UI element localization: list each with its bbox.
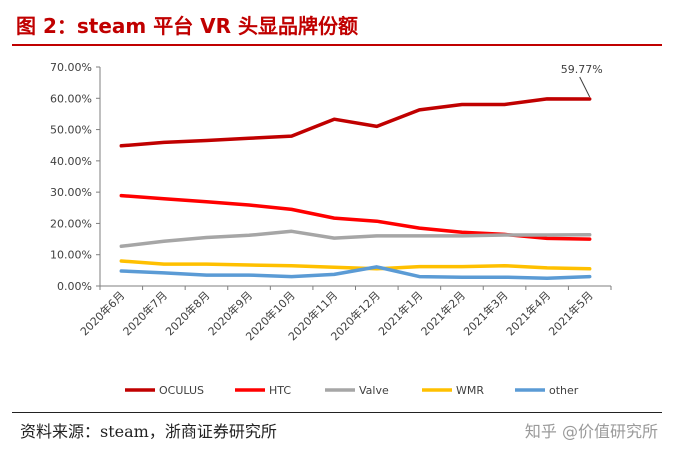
data-point-wmr bbox=[120, 259, 123, 263]
x-axis: 2020年6月2020年7月2020年8月2020年9月2020年10月2020… bbox=[77, 285, 612, 343]
data-point-valve bbox=[205, 236, 208, 239]
data-point-wmr bbox=[247, 263, 251, 267]
data-point-valve bbox=[162, 240, 166, 243]
data-point-wmr bbox=[333, 266, 336, 269]
data-point-other bbox=[120, 269, 123, 273]
data-point-oculus bbox=[290, 134, 293, 138]
series-line-wmr bbox=[119, 259, 592, 271]
data-point-htc bbox=[545, 237, 549, 240]
data-point-other bbox=[205, 273, 208, 277]
data-point-other bbox=[545, 276, 549, 280]
series-line-htc bbox=[119, 193, 592, 241]
legend: OCULUS HTC Valve WMR other bbox=[125, 384, 579, 397]
data-point-other bbox=[588, 275, 591, 278]
data-point-wmr bbox=[290, 264, 293, 267]
data-point-other bbox=[333, 273, 336, 276]
data-point-wmr bbox=[503, 264, 506, 267]
data-point-valve bbox=[588, 233, 591, 236]
series-line-valve bbox=[119, 229, 592, 249]
data-point-other bbox=[290, 275, 293, 278]
data-point-valve bbox=[247, 234, 251, 237]
y-tick-label: 10.00% bbox=[50, 249, 92, 262]
data-point-wmr bbox=[205, 262, 208, 266]
data-point-htc bbox=[290, 208, 293, 211]
data-point-valve bbox=[333, 236, 336, 240]
data-point-valve bbox=[545, 233, 549, 237]
data-point-htc bbox=[205, 200, 208, 204]
y-tick-label: 0.00% bbox=[57, 280, 92, 293]
data-point-oculus bbox=[418, 108, 421, 112]
x-tick-label: 2021年1月 bbox=[375, 288, 425, 338]
data-point-htc bbox=[375, 220, 378, 223]
data-point-other bbox=[375, 265, 378, 269]
data-point-wmr bbox=[460, 265, 464, 268]
legend-label-oculus: OCULUS bbox=[159, 384, 204, 397]
data-point-htc bbox=[333, 216, 336, 220]
data-point-other bbox=[418, 275, 421, 278]
x-tick-label: 2020年8月 bbox=[162, 288, 212, 338]
legend-label-valve: Valve bbox=[359, 384, 389, 397]
x-tick-label: 2020年6月 bbox=[77, 288, 127, 338]
data-point-htc bbox=[247, 203, 251, 207]
data-point-other bbox=[503, 276, 506, 279]
line-chart: 0.00% 10.00% 20.00% 30.00% 40.00% 50.00% 60.00… bbox=[50, 61, 612, 397]
data-point-valve bbox=[503, 233, 506, 237]
y-tick-label: 50.00% bbox=[50, 124, 92, 137]
data-point-oculus bbox=[120, 144, 123, 148]
data-point-other bbox=[460, 276, 464, 279]
data-point-valve bbox=[460, 234, 464, 238]
data-point-valve bbox=[120, 245, 123, 248]
legend-label-other: other bbox=[549, 384, 579, 397]
y-tick-label: 70.00% bbox=[50, 61, 92, 74]
x-tick-label: 2021年5月 bbox=[546, 288, 596, 338]
title-underline bbox=[12, 44, 662, 46]
y-tick-label: 40.00% bbox=[50, 155, 92, 168]
annotation-layer: 59.77% bbox=[561, 63, 603, 98]
data-point-oculus bbox=[333, 118, 336, 121]
annotation-leader-line bbox=[579, 76, 591, 98]
data-point-oculus bbox=[545, 97, 549, 101]
watermark-text: 知乎 @价值研究所 bbox=[524, 422, 658, 441]
data-point-wmr bbox=[545, 266, 549, 270]
data-point-oculus bbox=[460, 103, 464, 106]
source-note: 资料来源：steam，浙商证券研究所 bbox=[20, 422, 277, 441]
data-point-oculus bbox=[375, 125, 378, 128]
data-point-oculus bbox=[205, 139, 208, 142]
data-point-wmr bbox=[162, 262, 166, 266]
series-line-other bbox=[119, 265, 592, 280]
data-point-oculus bbox=[503, 103, 506, 106]
y-tick-label: 60.00% bbox=[50, 92, 92, 105]
x-tick-label: 2021年4月 bbox=[503, 288, 553, 338]
series-line-oculus bbox=[119, 97, 592, 148]
data-point-oculus bbox=[588, 97, 591, 101]
data-point-valve bbox=[418, 234, 421, 238]
data-point-htc bbox=[120, 194, 123, 197]
x-tick-label: 2021年2月 bbox=[418, 288, 468, 338]
y-tick-label: 30.00% bbox=[50, 186, 92, 199]
data-point-wmr bbox=[418, 265, 421, 268]
series-layer bbox=[119, 97, 592, 280]
data-point-valve bbox=[290, 230, 293, 233]
data-point-other bbox=[247, 273, 251, 277]
footer-divider bbox=[12, 412, 662, 413]
data-point-other bbox=[162, 271, 166, 275]
x-tick-label: 2020年7月 bbox=[120, 288, 170, 338]
data-point-wmr bbox=[588, 267, 591, 270]
chart-title: 图 2：steam 平台 VR 头显品牌份额 bbox=[16, 14, 359, 38]
annotation-label: 59.77% bbox=[561, 63, 603, 76]
x-tick-label: 2021年3月 bbox=[460, 288, 510, 338]
legend-label-wmr: WMR bbox=[456, 384, 484, 397]
y-axis: 0.00% 10.00% 20.00% 30.00% 40.00% 50.00% 60.00… bbox=[50, 61, 101, 293]
data-point-htc bbox=[162, 197, 166, 200]
data-point-oculus bbox=[247, 137, 251, 140]
data-point-htc bbox=[460, 230, 464, 234]
y-tick-label: 20.00% bbox=[50, 217, 92, 230]
data-point-valve bbox=[375, 234, 378, 238]
legend-label-htc: HTC bbox=[269, 384, 291, 397]
data-point-htc bbox=[588, 237, 591, 241]
data-point-htc bbox=[418, 226, 421, 230]
data-point-oculus bbox=[162, 141, 166, 144]
